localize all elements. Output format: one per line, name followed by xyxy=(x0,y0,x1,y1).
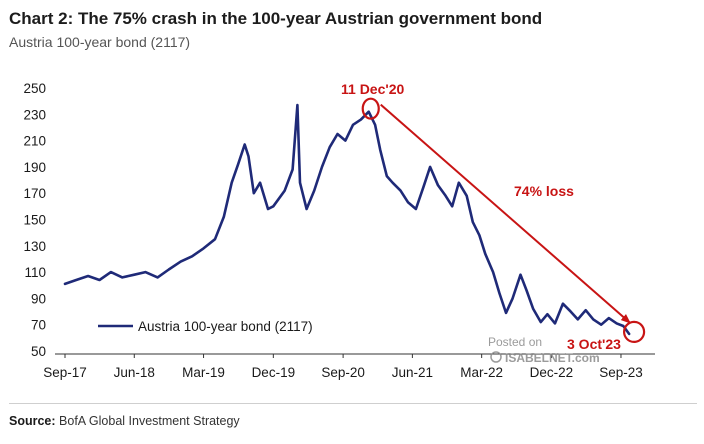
y-tick-label: 90 xyxy=(31,291,46,306)
peak-date-label: 11 Dec'20 xyxy=(341,81,404,97)
y-tick-label: 250 xyxy=(23,81,46,96)
y-tick-label: 130 xyxy=(23,239,46,254)
x-tick-label: Dec-22 xyxy=(530,365,574,380)
line-chart: 50 70 90 110 130 150 170 190 210 230 250 Sep-17 Jun… xyxy=(23,81,655,380)
y-tick-label: 70 xyxy=(31,318,46,333)
x-tick-label: Dec-19 xyxy=(252,365,296,380)
y-tick-label: 170 xyxy=(23,186,46,201)
y-tick-label: 50 xyxy=(31,344,46,359)
x-tick-label: Mar-19 xyxy=(182,365,225,380)
trough-circle-marker xyxy=(622,320,646,344)
y-tick-label: 150 xyxy=(23,213,46,228)
loss-label: 74% loss xyxy=(514,183,574,199)
x-tick-label: Jun-18 xyxy=(114,365,155,380)
watermark-posted-on: Posted on xyxy=(488,335,542,349)
x-tick-label: Mar-22 xyxy=(460,365,503,380)
y-tick-label: 110 xyxy=(24,265,46,280)
series-line-austria-100y xyxy=(63,103,631,336)
legend: Austria 100-year bond (2117) xyxy=(98,319,313,334)
watermark-logo-icon xyxy=(490,351,502,363)
x-tick-label: Sep-17 xyxy=(43,365,87,380)
source-note: Source: BofA Global Investment Strategy xyxy=(9,414,240,428)
chart-subtitle: Austria 100-year bond (2117) xyxy=(9,34,191,50)
x-tick-label: Jun-21 xyxy=(392,365,433,380)
x-axis: Sep-17 Jun-18 Mar-19 Dec-19 Sep-20 Jun-21 Mar-… xyxy=(43,353,655,380)
source-label: Source: xyxy=(9,414,56,428)
y-tick-label: 210 xyxy=(23,134,46,149)
footer-divider xyxy=(9,403,697,404)
x-tick-label: Sep-23 xyxy=(599,365,643,380)
loss-arrow xyxy=(380,103,631,324)
x-tick-label: Sep-20 xyxy=(321,365,365,380)
y-axis: 50 70 90 110 130 150 170 190 210 230 250 xyxy=(23,81,46,359)
y-tick-label: 230 xyxy=(23,107,46,122)
watermark: Posted on ISABELNET.com xyxy=(488,335,600,365)
y-tick-label: 190 xyxy=(23,160,46,175)
chart-title: Chart 2: The 75% crash in the 100-year A… xyxy=(9,9,543,28)
trough-date-label: 3 Oct'23 xyxy=(567,336,621,352)
peak-circle-marker xyxy=(361,97,380,120)
source-text: BofA Global Investment Strategy xyxy=(59,414,240,428)
legend-label: Austria 100-year bond (2117) xyxy=(138,319,313,334)
watermark-site: ISABELNET.com xyxy=(505,351,600,365)
